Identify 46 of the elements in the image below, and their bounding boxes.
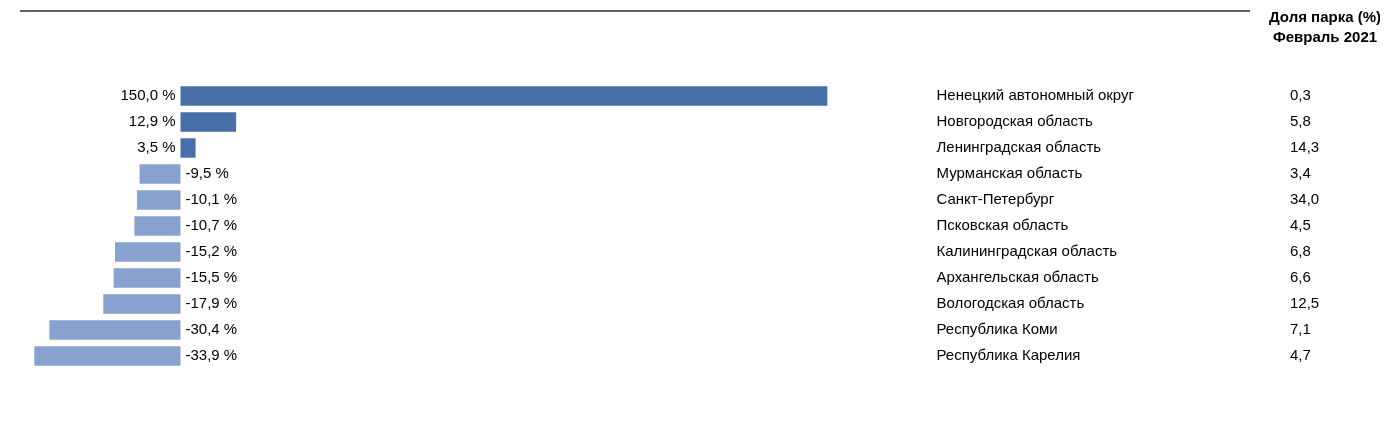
data-label: -9,5 %: [185, 164, 229, 182]
data-label: -15,2 %: [185, 242, 238, 260]
data-label: -30,4 %: [185, 320, 238, 338]
y-tick-label: Новгородская область: [936, 112, 1093, 130]
bar: [103, 294, 181, 314]
data-label: 150,0 %: [120, 86, 176, 104]
bar: [180, 138, 196, 158]
bar: [49, 320, 181, 340]
text: 12,5: [1290, 294, 1320, 312]
y-tick-label: Псковская область: [936, 216, 1069, 234]
data-label: 3,5 %: [137, 138, 176, 156]
data-label: -10,1 %: [185, 190, 238, 208]
bar: [113, 268, 181, 288]
y-tick-label: Республика Коми: [936, 320, 1058, 338]
data-label: -15,5 %: [185, 268, 238, 286]
y-tick-label: Ленинградская область: [936, 138, 1102, 156]
text: 0,3: [1290, 86, 1311, 104]
text: 7,1: [1290, 320, 1311, 338]
bar: [114, 242, 181, 262]
y-tick-label: Республика Карелия: [936, 346, 1081, 364]
text: 6,8: [1290, 242, 1311, 260]
y-tick-label: Санкт-Петербург: [936, 190, 1055, 208]
y-tick-label: Ненецкий автономный округ: [936, 86, 1135, 104]
bar: [139, 164, 181, 184]
text: 14,3: [1290, 138, 1320, 156]
data-label: 12,9 %: [128, 112, 176, 130]
data-label: -33,9 %: [185, 346, 238, 364]
text: Февраль 2021: [1272, 28, 1378, 46]
text: 5,8: [1290, 112, 1311, 130]
text: 4,5: [1290, 216, 1311, 234]
data-label: -10,7 %: [185, 216, 238, 234]
text: Доля парка (%): [1268, 8, 1382, 26]
text: 4,7: [1290, 346, 1311, 364]
y-tick-label: Мурманская область: [936, 164, 1083, 182]
y-tick-label: Калининградская область: [936, 242, 1118, 260]
bar: [136, 190, 181, 210]
bar: [180, 112, 237, 132]
bar: [34, 346, 181, 366]
text: 6,6: [1290, 268, 1311, 286]
y-tick-label: Архангельская область: [936, 268, 1099, 286]
text: 34,0: [1290, 190, 1320, 208]
bar: [180, 86, 828, 106]
y-tick-label: Вологодская область: [936, 294, 1085, 312]
bar: [134, 216, 181, 236]
data-label: -17,9 %: [185, 294, 238, 312]
text: 3,4: [1290, 164, 1311, 182]
